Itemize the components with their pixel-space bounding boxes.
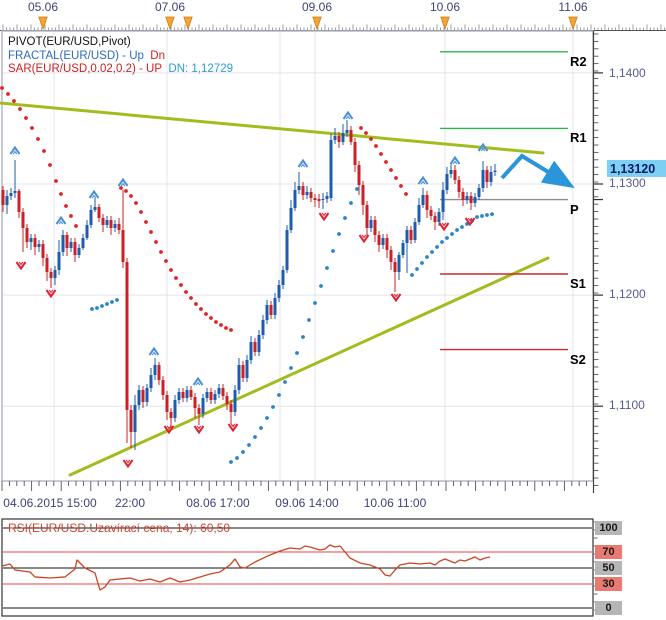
pivot-label-r2: R2	[570, 53, 587, 69]
top-axis-label: 05.06	[27, 0, 59, 14]
rsi-level-50: 50	[595, 561, 622, 575]
rsi-level-100: 100	[595, 521, 622, 535]
bottom-axis-label: 10.06 11:00	[363, 496, 427, 510]
price-axis	[592, 31, 603, 493]
legend-fractal-dn: Dn	[150, 49, 165, 62]
price-axis-label: 1,1100	[609, 398, 645, 412]
fractal-up-icon	[297, 158, 309, 168]
pivot-label-s2: S2	[570, 351, 586, 367]
fractal-down-icon	[227, 423, 239, 433]
price-axis-label: 1,1400	[609, 66, 646, 80]
rsi-indicator-title: RSI(EUR/USD.Uzavírací cena, 14): 60,50	[8, 521, 231, 535]
fractal-up-icon	[148, 346, 160, 356]
legend-fractal: FRACTAL(EUR/USD) - Up Dn	[8, 50, 233, 64]
fractal-down-icon	[193, 425, 205, 435]
top-time-axis	[0, 16, 666, 31]
fractal-down-icon	[45, 289, 57, 299]
legend-sar-dn: DN: 1,12729	[168, 63, 233, 75]
top-axis-label: 11.06	[558, 0, 588, 14]
bottom-axis-label: 09.06 14:00	[275, 496, 339, 510]
fractal-up-icon	[477, 142, 489, 152]
bottom-axis-label: 04.06.2015 15:00	[3, 496, 97, 510]
rsi-panel	[1, 518, 598, 617]
pivot-label-p: P	[570, 201, 579, 217]
current-price-badge: 1,13120	[607, 160, 666, 177]
fractal-up-icon	[117, 177, 129, 187]
pivot-label-r1: R1	[570, 130, 587, 146]
time-marker-icon	[183, 16, 193, 31]
time-marker-icon	[38, 16, 48, 31]
time-marker-icon	[440, 16, 450, 31]
fractal-up-icon	[192, 376, 204, 386]
fractal-down-icon	[358, 234, 370, 244]
fractal-down-icon	[438, 222, 450, 232]
legend-sar-up: UP	[146, 63, 163, 75]
time-marker-icon	[568, 16, 578, 31]
trendline	[0, 101, 545, 155]
candles-layer	[1, 120, 497, 450]
fractal-up-icon	[417, 175, 429, 185]
legend-pivot: PIVOT(EUR/USD,Pivot)	[8, 36, 131, 48]
top-axis-label: 09.06	[301, 0, 333, 14]
fractal-up-icon	[449, 155, 461, 165]
pivot-label-s1: S1	[570, 275, 586, 291]
legend-fractal-name: FRACTAL(EUR/USD) -	[8, 49, 130, 62]
fractal-down-icon	[464, 217, 476, 227]
bottom-axis-label: 08.06 17:00	[186, 496, 250, 510]
price-axis-label: 1,1200	[609, 287, 646, 301]
fractal-markers-layer	[9, 110, 489, 469]
fractal-up-icon	[88, 189, 100, 199]
rsi-level-70: 70	[595, 545, 622, 559]
top-axis-label: 10.06	[429, 0, 461, 14]
trendline	[68, 256, 550, 477]
rsi-line	[1, 544, 491, 591]
fractal-down-icon	[390, 293, 402, 303]
sar-dots-layer	[0, 86, 494, 464]
rsi-level-30: 30	[595, 577, 622, 591]
legend-fractal-up: Up	[129, 49, 144, 62]
fractal-up-icon	[55, 215, 67, 225]
forecast-arrow-annotation	[500, 153, 575, 189]
top-axis-label: 07.06	[154, 0, 186, 14]
indicator-legend: PIVOT(EUR/USD,Pivot) FRACTAL(EUR/USD) - …	[8, 36, 233, 77]
rsi-level-0: 0	[595, 601, 622, 615]
fractal-down-icon	[163, 425, 175, 435]
legend-sar: SAR(EUR/USD,0.02,0.2) - UP DN: 1,12729	[8, 63, 233, 77]
fractal-down-icon	[318, 212, 330, 222]
fractal-down-icon	[15, 261, 27, 271]
main-price-chart	[0, 30, 594, 491]
time-marker-icon	[312, 16, 322, 31]
legend-sar-name: SAR(EUR/USD,0.02,0.2) -	[8, 63, 147, 75]
time-marker-icon	[165, 16, 175, 31]
fractal-up-icon	[342, 110, 354, 120]
bottom-axis-label: 22:00	[114, 496, 146, 510]
fractal-up-icon	[9, 145, 21, 155]
price-axis-label: 1,1300	[609, 176, 646, 190]
fractal-down-icon	[122, 459, 134, 469]
